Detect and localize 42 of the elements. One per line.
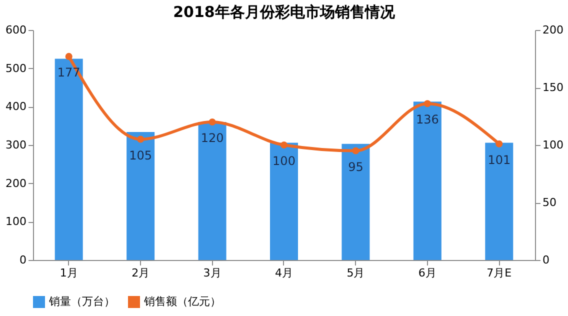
y2-tick-label: 200 xyxy=(542,24,564,36)
x-tick-label: 4月 xyxy=(275,266,293,280)
data-label: 105 xyxy=(129,148,152,162)
bar xyxy=(270,142,298,260)
y-tick-label: 500 xyxy=(6,62,26,75)
y-tick-label: 200 xyxy=(6,176,26,190)
x-tick-label: 1月 xyxy=(60,266,78,280)
point xyxy=(65,52,72,60)
data-label: 100 xyxy=(272,154,296,168)
bar xyxy=(342,144,370,260)
data-label: 101 xyxy=(488,152,511,167)
y-tick-label: 0 xyxy=(20,254,26,266)
y-tick-label: 600 xyxy=(6,24,26,36)
point xyxy=(137,136,144,143)
bar xyxy=(485,142,514,260)
y2-tick-label: 100 xyxy=(542,138,564,152)
point xyxy=(352,147,360,154)
point xyxy=(208,118,216,126)
bar xyxy=(198,122,226,260)
y-tick-label: 100 xyxy=(6,215,26,228)
x-tick-label: 7月E xyxy=(486,266,512,280)
y-tick-label: 300 xyxy=(6,138,26,152)
point xyxy=(424,100,431,108)
x-tick-label: 6月 xyxy=(418,266,436,280)
bar xyxy=(413,102,442,260)
y-tick-label: 400 xyxy=(6,100,26,114)
bar xyxy=(54,58,83,260)
x-tick-label: 2月 xyxy=(132,266,150,280)
legend-label: 销售额（亿元） xyxy=(143,295,221,308)
data-label: 136 xyxy=(416,112,439,127)
chart-title: 2018年各月份彩电市场销售情况 xyxy=(173,3,396,21)
point xyxy=(280,141,288,149)
legend-label: 销量（万台） xyxy=(48,295,115,308)
data-label: 95 xyxy=(348,160,364,174)
data-label: 120 xyxy=(200,131,224,145)
bar xyxy=(126,132,155,260)
x-tick-label: 5月 xyxy=(346,266,365,280)
y2-tick-label: 50 xyxy=(542,196,556,209)
y2-tick-label: 150 xyxy=(542,81,564,94)
y2-tick-label: 0 xyxy=(542,254,550,266)
point xyxy=(496,140,503,148)
x-tick-label: 3月 xyxy=(203,266,222,280)
